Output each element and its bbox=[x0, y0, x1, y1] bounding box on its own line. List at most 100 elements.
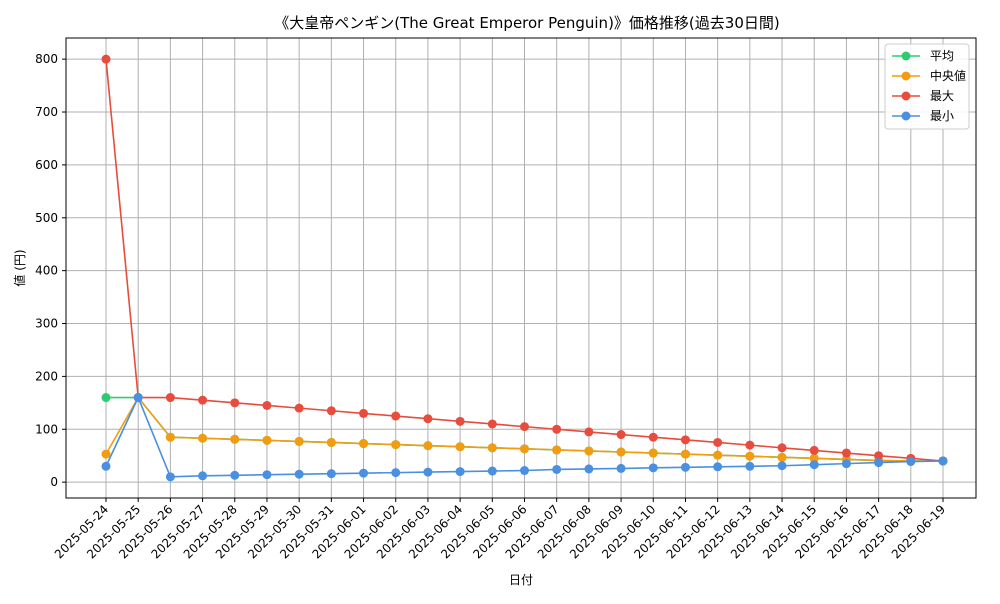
data-point bbox=[230, 398, 240, 408]
data-point bbox=[487, 419, 497, 429]
data-point bbox=[584, 446, 594, 456]
y-tick-label: 800 bbox=[35, 52, 58, 66]
data-point bbox=[198, 471, 208, 481]
data-point bbox=[552, 424, 562, 434]
legend-marker bbox=[901, 91, 911, 101]
x-axis: 2025-05-242025-05-252025-05-262025-05-27… bbox=[52, 498, 948, 561]
plot-area-frame bbox=[65, 37, 977, 499]
data-point bbox=[616, 463, 626, 473]
data-point bbox=[648, 448, 658, 458]
y-tick-label: 500 bbox=[35, 211, 58, 225]
data-point bbox=[648, 432, 658, 442]
y-tick-label: 400 bbox=[35, 264, 58, 278]
legend-label: 中央値 bbox=[930, 68, 966, 83]
legend-marker bbox=[901, 71, 911, 81]
grid bbox=[66, 38, 976, 498]
data-point bbox=[101, 393, 111, 403]
data-point bbox=[616, 430, 626, 440]
data-point bbox=[777, 452, 787, 462]
y-tick-label: 300 bbox=[35, 317, 58, 331]
data-point bbox=[777, 443, 787, 453]
data-point bbox=[680, 435, 690, 445]
data-point bbox=[552, 464, 562, 474]
data-point bbox=[841, 459, 851, 469]
y-tick-label: 200 bbox=[35, 369, 58, 383]
data-point bbox=[423, 414, 433, 424]
data-point bbox=[520, 422, 529, 432]
data-point bbox=[198, 395, 208, 405]
y-tick-label: 100 bbox=[35, 422, 58, 436]
data-point bbox=[455, 467, 465, 477]
data-point bbox=[584, 427, 594, 437]
data-point bbox=[391, 440, 401, 450]
legend-label: 最小 bbox=[930, 109, 954, 123]
data-point bbox=[455, 442, 465, 452]
data-point bbox=[326, 469, 336, 479]
data-point bbox=[520, 444, 529, 454]
data-point bbox=[713, 462, 723, 472]
data-point bbox=[101, 449, 111, 459]
data-point bbox=[165, 472, 175, 482]
data-point bbox=[713, 450, 723, 460]
data-point bbox=[262, 400, 272, 410]
series-2 bbox=[101, 54, 948, 466]
legend-marker bbox=[901, 111, 911, 121]
legend-label: 最大 bbox=[930, 89, 954, 103]
legend-box bbox=[884, 43, 970, 130]
data-point bbox=[455, 416, 465, 426]
data-point bbox=[487, 443, 497, 453]
data-point bbox=[520, 466, 529, 476]
data-point bbox=[648, 463, 658, 473]
data-point bbox=[423, 441, 433, 451]
data-point bbox=[423, 467, 433, 477]
data-point bbox=[165, 393, 175, 403]
data-point bbox=[584, 464, 594, 474]
data-point bbox=[809, 460, 819, 470]
data-point bbox=[841, 448, 851, 458]
data-point bbox=[391, 411, 401, 421]
data-point bbox=[391, 468, 401, 478]
data-point bbox=[938, 456, 948, 466]
data-point bbox=[713, 437, 723, 447]
data-point bbox=[230, 434, 240, 444]
data-point bbox=[198, 433, 208, 443]
data-point bbox=[616, 447, 626, 457]
data-point bbox=[745, 451, 755, 461]
y-tick-label: 700 bbox=[35, 105, 58, 119]
data-point bbox=[487, 466, 497, 476]
data-point bbox=[906, 457, 916, 467]
y-axis-label: 値 (円) bbox=[12, 249, 27, 286]
data-point bbox=[809, 445, 819, 455]
legend-label: 平均 bbox=[930, 49, 954, 63]
data-point bbox=[294, 403, 304, 413]
data-point bbox=[680, 449, 690, 459]
data-point bbox=[230, 470, 240, 480]
data-point bbox=[133, 393, 143, 403]
data-point bbox=[745, 461, 755, 471]
data-point bbox=[326, 406, 336, 416]
y-tick-label: 600 bbox=[35, 158, 58, 172]
series-3 bbox=[101, 393, 948, 482]
data-point bbox=[874, 458, 884, 468]
data-point bbox=[262, 470, 272, 480]
y-axis: 0 100 200 300 400 500 600 700 800 bbox=[35, 52, 66, 489]
data-point bbox=[294, 469, 304, 479]
data-point bbox=[777, 461, 787, 471]
data-point bbox=[359, 468, 369, 478]
legend-marker bbox=[901, 51, 911, 61]
series-lines bbox=[101, 54, 948, 482]
data-point bbox=[165, 432, 175, 442]
data-point bbox=[101, 54, 111, 64]
data-point bbox=[874, 451, 884, 461]
data-point bbox=[294, 436, 304, 446]
chart-title: 《大皇帝ペンギン(The Great Emperor Penguin)》価格推移… bbox=[274, 14, 779, 32]
x-axis-label: 日付 bbox=[509, 573, 533, 587]
data-point bbox=[552, 445, 562, 455]
data-point bbox=[680, 462, 690, 472]
data-point bbox=[745, 440, 755, 450]
data-point bbox=[262, 435, 272, 445]
data-point bbox=[809, 453, 819, 463]
y-tick-label: 0 bbox=[50, 475, 58, 489]
